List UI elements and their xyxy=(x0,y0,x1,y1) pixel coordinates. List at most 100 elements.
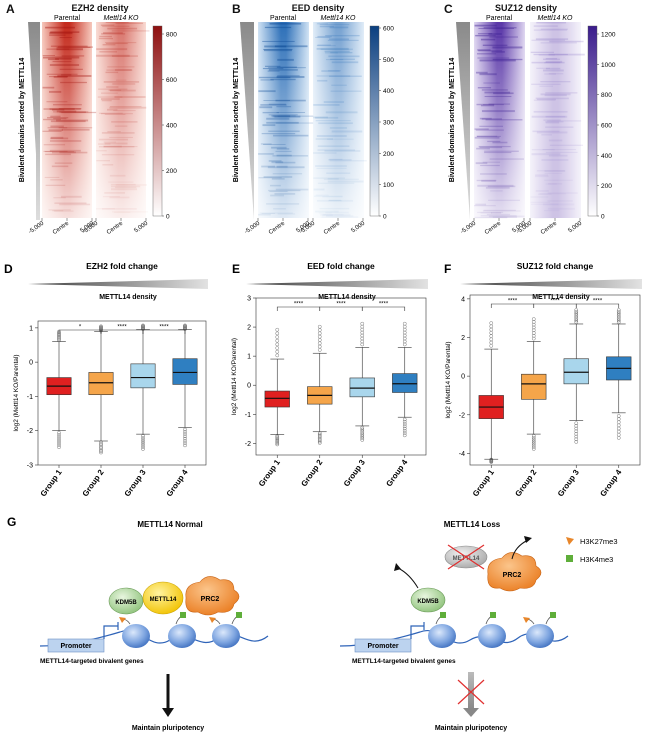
kdm5b-blob-loss xyxy=(410,587,446,613)
outlier-point xyxy=(489,327,494,332)
significance-bracket xyxy=(276,306,321,311)
y-tick-label: -3 xyxy=(27,463,33,470)
outlier-point xyxy=(489,337,494,342)
outlier-point xyxy=(57,439,61,443)
outlier-point xyxy=(275,335,280,339)
box-group-3 xyxy=(563,358,589,385)
significance-bracket xyxy=(533,303,577,308)
y-tick-label: -2 xyxy=(27,428,33,435)
outlier-point xyxy=(616,414,621,418)
h3k4me3-legend-icon xyxy=(566,555,573,562)
colorbar-tick: 600 xyxy=(601,123,612,130)
outlier-point xyxy=(99,446,103,451)
outlier-point xyxy=(57,336,61,340)
box-group-2 xyxy=(88,372,114,396)
outlier-point xyxy=(141,445,145,449)
outlier-point xyxy=(183,427,187,432)
outlier-point xyxy=(275,342,280,347)
x-tick-label: -5,000 xyxy=(244,220,262,235)
outlier-point xyxy=(531,447,536,451)
outlier-point xyxy=(402,321,407,326)
outlier-point xyxy=(141,434,145,438)
colorbar-tick: 400 xyxy=(166,123,177,130)
x-tick-label: Group 4 xyxy=(165,468,190,499)
box-group-4 xyxy=(392,373,418,393)
prc2-label-loss: PRC2 xyxy=(503,572,522,579)
outlier-point xyxy=(183,432,187,436)
outlier-point xyxy=(57,443,61,447)
nucleosome-3-loss xyxy=(526,624,554,648)
outlier-point xyxy=(402,419,407,424)
outlier-point xyxy=(99,442,103,446)
density-wedge xyxy=(460,279,642,289)
outlier-point xyxy=(275,437,280,442)
colorbar-b xyxy=(369,25,380,217)
tss-arrow-loss xyxy=(410,625,424,639)
y-tick-label: 1 xyxy=(29,325,33,332)
panel-letter-d: D xyxy=(4,262,13,276)
panel-a-title: EZH2 density xyxy=(71,3,129,13)
outlier-point xyxy=(616,417,621,421)
outlier-point xyxy=(317,341,322,346)
mettl14-label-loss: METTL14 xyxy=(453,556,480,562)
nucleosome-1-loss xyxy=(428,624,456,648)
outlier-point xyxy=(317,344,322,349)
outlier-point xyxy=(616,426,621,431)
tss-arrow-normal xyxy=(103,625,118,639)
outlier-point xyxy=(616,313,621,318)
nucleosome-3-normal xyxy=(212,624,240,648)
outlier-point xyxy=(183,429,187,434)
outlier-point xyxy=(183,441,187,445)
outlier-point xyxy=(317,432,322,437)
significance-bracket xyxy=(100,329,144,334)
colorbar-tick: 600 xyxy=(166,77,177,84)
a-ylabel: Bivalent domains sorted by METTL14 xyxy=(19,58,26,183)
outlier-point xyxy=(574,437,579,442)
outlier-point xyxy=(360,321,365,326)
outlier-point xyxy=(99,447,103,452)
outlier-point xyxy=(531,441,536,446)
outlier-point xyxy=(317,435,322,440)
outlier-point xyxy=(489,321,494,325)
plot-frame xyxy=(255,297,427,456)
c-col2: Mettl14 KO xyxy=(537,15,573,22)
x-tick-label: Group 1 xyxy=(39,468,64,499)
outlier-point xyxy=(275,331,280,336)
nucleosome-2-loss xyxy=(478,624,506,648)
outlier-point xyxy=(57,437,61,441)
sort-wedge-c xyxy=(456,22,470,220)
outlier-point xyxy=(183,436,187,441)
y-tick-label: 2 xyxy=(461,335,465,342)
h3k27-mark-l1 xyxy=(523,617,530,623)
outlier-point xyxy=(531,317,536,321)
outlier-point xyxy=(141,437,145,442)
outlier-point xyxy=(183,439,187,443)
outlier-point xyxy=(574,313,579,318)
y-tick-label: 0 xyxy=(461,374,465,381)
outlier-point xyxy=(183,434,187,439)
outlier-point xyxy=(317,434,322,438)
x-tick-label: Centre xyxy=(484,220,503,236)
outlier-point xyxy=(531,434,536,438)
y-tick-label: -2 xyxy=(459,412,465,419)
outlier-point xyxy=(317,331,322,336)
h3k4me3-legend-label: H3K4me3 xyxy=(580,555,613,564)
outlier-point xyxy=(275,441,280,446)
significance-stars: **** xyxy=(550,299,560,305)
outlier-point xyxy=(99,324,103,329)
outlier-point xyxy=(183,443,187,448)
outlier-point xyxy=(574,315,579,319)
c-col1: Parental xyxy=(486,15,513,22)
outlier-point xyxy=(489,460,494,464)
outlier-point xyxy=(616,316,621,321)
outlier-point xyxy=(531,322,536,327)
x-tick-label: -5,000 xyxy=(460,220,478,235)
outlier-point xyxy=(402,422,407,426)
heatmap-c xyxy=(456,22,598,220)
heatmap-a xyxy=(28,22,163,220)
h3k4-mark-n2 xyxy=(236,612,242,618)
outlier-point xyxy=(616,309,621,314)
colorbar-tick: 0 xyxy=(166,214,170,221)
y-tick-label: 4 xyxy=(461,296,465,303)
outlier-point xyxy=(57,337,61,341)
